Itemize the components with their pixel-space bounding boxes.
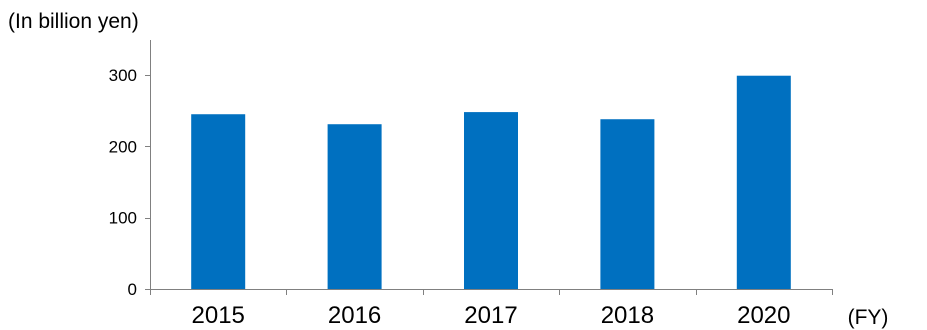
y-tick-label: 200 <box>109 137 137 156</box>
x-category-label: 2017 <box>464 302 517 329</box>
bars <box>191 75 791 290</box>
y-axis-unit-label: (In billion yen) <box>8 10 139 33</box>
bar-2018 <box>600 119 655 289</box>
x-category-label: 2018 <box>601 302 654 329</box>
bar-2015 <box>191 114 246 289</box>
x-category-label: 2020 <box>737 302 790 329</box>
y-tick-label: 300 <box>109 66 137 85</box>
x-category-label: 2016 <box>328 302 381 329</box>
bar-2020 <box>736 75 791 289</box>
x-axis-ticks: 2015 2016 2017 2018 2020 <box>150 289 833 329</box>
y-tick-label: 0 <box>128 280 137 299</box>
y-axis-ticks: 0 100 200 300 <box>109 66 150 299</box>
x-axis-unit-label: (FY) <box>848 306 889 329</box>
y-tick-label: 100 <box>109 209 137 228</box>
x-category-label: 2015 <box>192 302 245 329</box>
bar-2016 <box>327 124 382 289</box>
bar-2017 <box>464 112 518 290</box>
